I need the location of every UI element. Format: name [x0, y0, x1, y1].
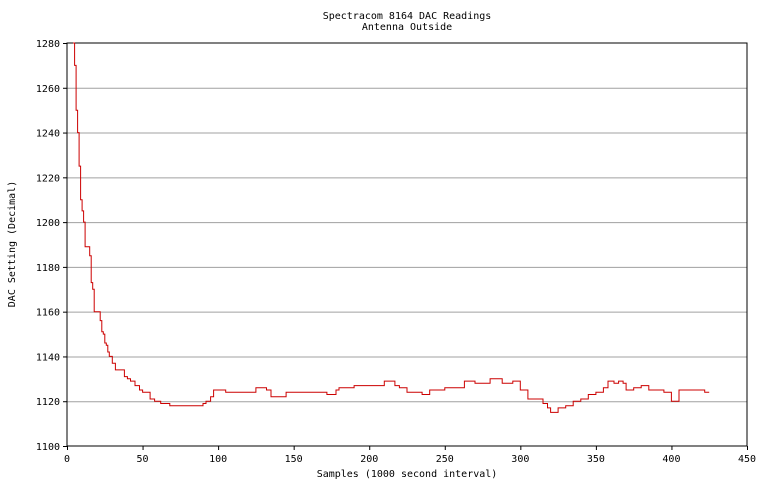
plot-frame — [66, 42, 748, 447]
x-tick-label: 0 — [64, 454, 70, 465]
x-tick-label: 50 — [137, 454, 149, 465]
y-tick-label: 1140 — [36, 352, 60, 363]
x-axis-label: Samples (1000 second interval) — [317, 469, 498, 480]
chart-title: Spectracom 8164 DAC Readings — [323, 11, 492, 22]
y-tick-label: 1120 — [36, 397, 60, 408]
y-tick-label: 1100 — [36, 442, 60, 453]
y-tick-label: 1260 — [36, 84, 60, 95]
x-tick-label: 250 — [436, 454, 454, 465]
x-tick-label: 400 — [662, 454, 680, 465]
y-tick-label: 1280 — [36, 39, 60, 50]
series-layer — [73, 42, 710, 413]
x-tick-label: 150 — [285, 454, 303, 465]
x-tick-label: 300 — [511, 454, 529, 465]
series-line — [73, 42, 710, 413]
grid-lines — [67, 87, 747, 403]
x-tick-label: 200 — [360, 454, 378, 465]
axis-ticks: 1100 1120 1140 1160 1180 1200 1220 1240 1260 1280… — [36, 39, 756, 465]
y-tick-label: 1220 — [36, 173, 60, 184]
y-axis-label: DAC Setting (Decimal) — [7, 181, 18, 307]
y-tick-label: 1200 — [36, 218, 60, 229]
x-tick-label: 100 — [209, 454, 227, 465]
x-tick-label: 450 — [738, 454, 756, 465]
y-tick-label: 1180 — [36, 263, 60, 274]
y-tick-label: 1240 — [36, 129, 60, 140]
x-tick-label: 350 — [587, 454, 605, 465]
y-tick-label: 1160 — [36, 308, 60, 319]
chart-subtitle: Antenna Outside — [362, 22, 452, 33]
